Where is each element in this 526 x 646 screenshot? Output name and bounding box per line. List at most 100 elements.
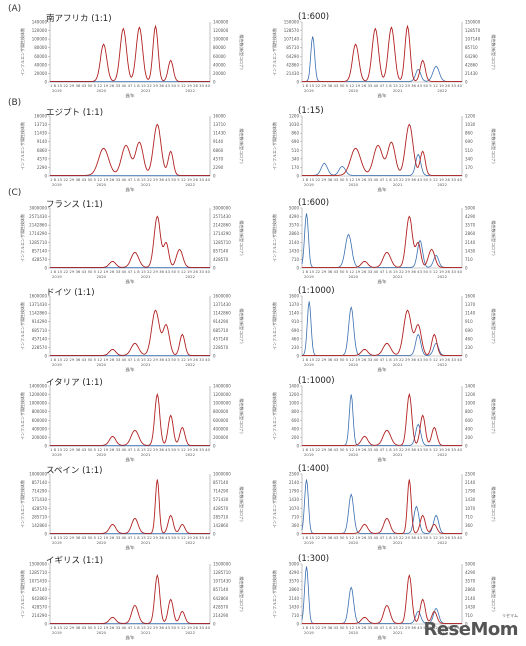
year-label: 2019 xyxy=(52,540,62,545)
y-tick-label-right: 128570 xyxy=(465,28,481,33)
y-tick-label-right: 230 xyxy=(465,345,473,350)
y-tick-label-right: 0 xyxy=(213,444,216,449)
x-tick-labels: 1 8 15 22 29 36 43 50 5 12 19 26 33 40 4… xyxy=(302,270,463,274)
chart-svg: 0 0 360 360 710 710 1070 1070 1430 1430 1790 1790 21… xyxy=(271,472,497,551)
y-tick-label: 800000 xyxy=(32,409,48,414)
y-axis-label-right: 陽性数(新型コロナ) xyxy=(491,308,497,344)
year-label: 2022 xyxy=(437,540,447,545)
chart-title: スペイン (1:1) xyxy=(46,466,103,476)
y-tick-label: 910 xyxy=(291,319,299,324)
y-tick-label-right: 200 xyxy=(465,435,473,440)
y-tick-label: 2140 xyxy=(289,240,300,245)
y-tick-label: 285710 xyxy=(32,514,48,519)
y-tick-label: 857140 xyxy=(32,248,48,253)
y-tick-label-right: 1071430 xyxy=(213,579,231,584)
x-tick-labels: 1 8 15 22 29 36 43 50 5 12 19 26 33 40 4… xyxy=(50,84,211,88)
chart-title: (1:15) xyxy=(298,106,324,116)
y-tick-label-right: 2140 xyxy=(465,596,476,601)
year-label: 2020 xyxy=(348,630,358,635)
y-tick-label: 1200 xyxy=(289,392,300,397)
chart-svg: 0 0 170 170 340 340 510 510 690 690 860 860 1030 1030… xyxy=(271,114,497,193)
y-axis-label-right: 陽性数(新型コロナ) xyxy=(239,128,245,164)
y-tick-label-right: 120000 xyxy=(213,28,229,33)
chart-panel-eg-2: (1:15) 0 0 170 170 340 340 510 510 690 690 860 860 10… xyxy=(262,106,512,193)
y-tick-label-right: 1285710 xyxy=(213,240,231,245)
y-tick-label-right: 6860 xyxy=(213,148,224,153)
y-tick-label-right: 571430 xyxy=(213,497,229,502)
series-line-covid xyxy=(302,392,462,446)
y-tick-label-right: 857140 xyxy=(213,480,229,485)
chart-panel-za-1: 南アフリカ (1:1) 0 0 20000 20000 40000 40000 60000 60… xyxy=(10,14,260,98)
y-tick-label-right: 800 xyxy=(465,409,473,414)
y-tick-label: 690 xyxy=(291,328,299,333)
y-axis-label-left: インフルエンザ陽性検体数 xyxy=(271,570,277,618)
y-tick-label: 1430 xyxy=(289,497,300,502)
y-tick-label: 2140 xyxy=(289,596,300,601)
y-tick-label: 5000 xyxy=(289,206,300,211)
year-label: 2021 xyxy=(393,540,403,545)
y-tick-label: 3000000 xyxy=(29,206,47,211)
x-tick-labels: 1 8 15 22 29 36 43 50 5 12 19 26 33 40 4… xyxy=(302,84,463,88)
y-tick-label-right: 200000 xyxy=(213,435,229,440)
year-label: 2019 xyxy=(52,182,62,187)
y-tick-label-right: 1200000 xyxy=(213,392,231,397)
y-tick-label-right: 3570 xyxy=(465,223,476,228)
y-tick-label-right: 2860 xyxy=(465,587,476,592)
y-tick-label: 714290 xyxy=(32,489,48,494)
x-axis-label: 週/年 xyxy=(377,278,386,284)
year-label: 2020 xyxy=(348,88,358,93)
y-tick-label: 128570 xyxy=(284,28,300,33)
y-tick-label: 9140 xyxy=(37,139,48,144)
y-tick-label: 4290 xyxy=(289,214,300,219)
y-tick-label: 1000 xyxy=(289,401,300,406)
chart-svg: 0 0 230 230 460 460 690 690 910 910 1140 1140 1370 13… xyxy=(271,294,497,373)
chart-title: (1:1000) xyxy=(298,286,335,296)
year-label: 2020 xyxy=(96,452,106,457)
year-label: 2019 xyxy=(304,182,314,187)
section-label-a: (A) xyxy=(8,4,22,14)
chart-svg: 0 0 21430 21430 42860 42860 64290 64290 85710 857… xyxy=(271,20,497,99)
x-tick-labels: 1 8 15 22 29 36 43 50 5 12 19 26 33 40 4… xyxy=(302,358,463,362)
year-label: 2019 xyxy=(304,88,314,93)
chart-title: (1:1000) xyxy=(298,376,335,386)
y-tick-label-right: 214290 xyxy=(213,613,229,618)
y-tick-label: 120000 xyxy=(32,28,48,33)
y-tick-label-right: 460 xyxy=(465,336,473,341)
y-tick-label: 457140 xyxy=(32,336,48,341)
y-tick-label-right: 0 xyxy=(465,80,468,85)
chart-title: エジプト (1:1) xyxy=(46,108,104,118)
y-axis-label-right: 陽性数(新型コロナ) xyxy=(239,486,245,522)
year-label: 2022 xyxy=(185,362,195,367)
chart-panel-fr-2: (1:600) 0 0 710 710 1430 1430 2140 2140 2860 2860 3… xyxy=(262,198,512,284)
year-label: 2019 xyxy=(52,274,62,279)
y-tick-label-right: 3000000 xyxy=(213,206,231,211)
series-line-covid xyxy=(50,215,210,268)
y-tick-label: 20000 xyxy=(34,71,47,76)
y-tick-label: 428570 xyxy=(32,257,48,262)
chart-title: (1:400) xyxy=(298,464,330,474)
year-label: 2020 xyxy=(96,362,106,367)
y-tick-label: 1200000 xyxy=(29,392,47,397)
year-label: 2020 xyxy=(348,274,358,279)
y-tick-label-right: 685710 xyxy=(213,328,229,333)
x-axis-label: 週/年 xyxy=(125,186,134,192)
y-tick-label: 214290 xyxy=(32,613,48,618)
y-axis-label-left: インフルエンザ陽性検体数 xyxy=(19,570,25,618)
year-label: 2022 xyxy=(185,88,195,93)
y-tick-label: 690 xyxy=(291,139,299,144)
y-tick-label-right: 857140 xyxy=(213,248,229,253)
year-label: 2022 xyxy=(185,274,195,279)
series-line-covid xyxy=(302,479,462,534)
year-label: 2022 xyxy=(437,182,447,187)
y-tick-label: 13710 xyxy=(34,122,47,127)
chart-svg: 0 0 2290 2290 4570 4570 6860 6860 9140 9140 11430 1… xyxy=(19,114,245,193)
y-tick-label-right: 710 xyxy=(465,613,473,618)
series-line-covid xyxy=(302,573,462,624)
chart-svg: 0 0 710 710 1430 1430 2140 2140 2860 2860 3570 3570… xyxy=(271,562,497,641)
y-tick-label: 600 xyxy=(291,418,299,423)
y-axis-label-left: インフルエンザ陽性検体数 xyxy=(19,302,25,350)
y-tick-label-right: 9140 xyxy=(213,139,224,144)
y-tick-label: 60000 xyxy=(34,54,47,59)
x-tick-labels: 1 8 15 22 29 36 43 50 5 12 19 26 33 40 4… xyxy=(302,536,463,540)
year-label: 2021 xyxy=(141,452,151,457)
